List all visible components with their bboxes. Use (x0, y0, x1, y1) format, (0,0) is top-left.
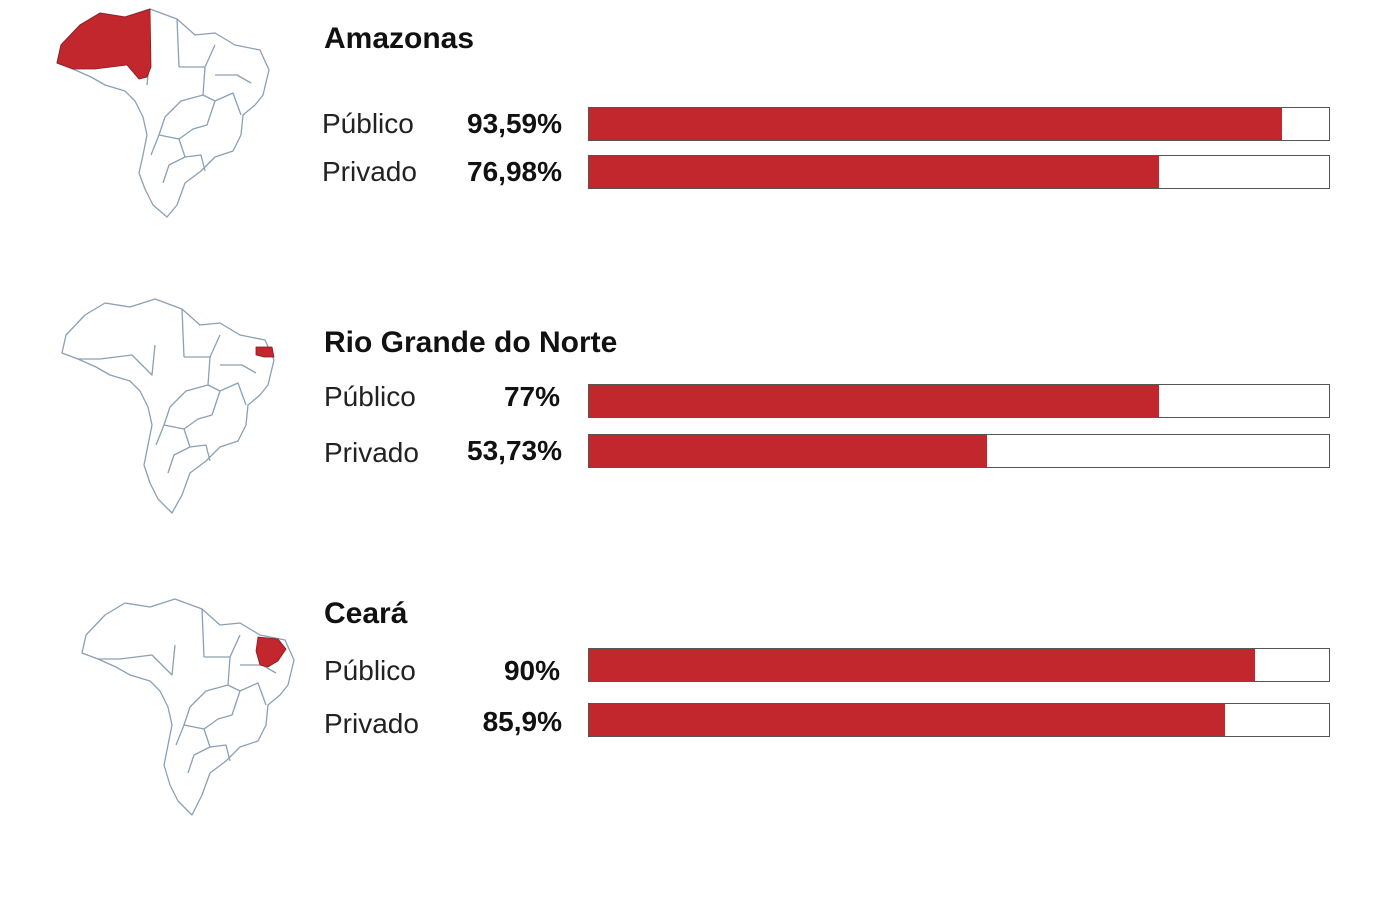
data-label-publico: 90% (503, 655, 560, 686)
row-label-publico: Público (322, 108, 414, 139)
data-label-publico: 93,59% (467, 108, 562, 139)
brazil-map-rio-grande-do-norte (60, 295, 275, 515)
state-title: Rio Grande do Norte (324, 326, 618, 359)
bar-track (588, 648, 1330, 682)
bar-publico (589, 108, 1282, 140)
bar-track (588, 703, 1330, 737)
amazonas-highlight (56, 8, 152, 80)
data-label-privado: 85,9% (482, 706, 562, 737)
bar-publico (589, 385, 1159, 417)
row-label-publico: Público (324, 381, 416, 412)
bar-track (588, 384, 1330, 418)
bar-privado (589, 435, 987, 467)
row-label-privado: Privado (324, 437, 419, 468)
bar-privado (589, 156, 1159, 188)
bar-track (588, 155, 1330, 189)
bar-publico (589, 649, 1255, 681)
ceara-highlight (255, 636, 287, 668)
row-label-privado: Privado (322, 156, 417, 187)
row-label-publico: Público (324, 655, 416, 686)
state-title: Ceará (324, 597, 408, 630)
data-label-publico: 77% (503, 381, 560, 412)
data-label-privado: 53,73% (467, 435, 562, 466)
bar-track (588, 434, 1330, 468)
row-label-privado: Privado (324, 708, 419, 739)
brazil-map-amazonas (55, 5, 270, 220)
brazil-map-ceara (80, 595, 295, 817)
rio-grande-do-norte-highlight (255, 346, 275, 358)
state-title: Amazonas (324, 22, 475, 55)
data-label-privado: 76,98% (467, 156, 562, 187)
bar-track (588, 107, 1330, 141)
bar-privado (589, 704, 1225, 736)
